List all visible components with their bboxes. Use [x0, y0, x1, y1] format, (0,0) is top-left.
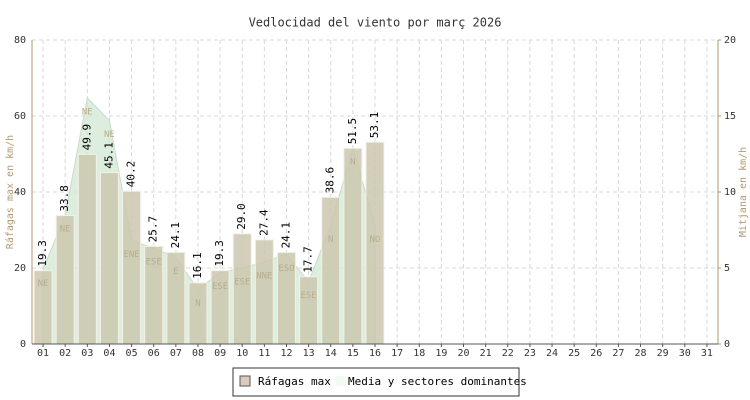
x-tick-label: 30: [679, 348, 691, 359]
x-tick-label: 26: [590, 348, 602, 359]
bar: [55, 215, 75, 345]
sector-label: ENE: [123, 250, 139, 260]
bar-value-label: 49.9: [80, 124, 93, 151]
bar-value-label: 33.8: [58, 185, 71, 212]
x-tick-label: 02: [59, 348, 71, 359]
x-tick-label: 14: [325, 348, 337, 359]
sector-label: NE: [60, 224, 71, 234]
bar: [188, 282, 208, 345]
x-tick-label: 17: [391, 348, 403, 359]
y2-tick-label: 20: [724, 35, 736, 46]
bar-value-label: 25.7: [147, 216, 160, 243]
bar-value-label: 38.6: [324, 167, 337, 194]
x-tick-label: 22: [502, 348, 514, 359]
bar: [321, 196, 341, 345]
bar-value-label: 27.4: [257, 209, 270, 236]
x-tick-label: 01: [37, 348, 49, 359]
x-tick-label: 15: [347, 348, 359, 359]
y-tick-label: 0: [20, 339, 26, 350]
sector-label: N: [328, 235, 333, 245]
x-tick-label: 10: [236, 348, 248, 359]
x-tick-label: 20: [457, 348, 469, 359]
x-tick-label: 05: [126, 348, 138, 359]
sector-label: E: [173, 267, 178, 277]
x-tick-label: 19: [435, 348, 447, 359]
sector-label: NNE: [256, 271, 272, 281]
x-tick-label: 11: [258, 348, 270, 359]
bar: [299, 276, 319, 345]
sector-label: ESO: [278, 264, 294, 274]
x-tick-label: 04: [103, 348, 115, 359]
x-tick-label: 21: [480, 348, 492, 359]
bar-value-label: 19.3: [36, 240, 49, 267]
y2-tick-label: 15: [724, 111, 736, 122]
y-axis-label: Ráfagas max en km/h: [4, 135, 16, 249]
x-tick-label: 03: [81, 348, 93, 359]
sector-label: NE: [38, 279, 49, 289]
x-tick-label: 31: [701, 348, 713, 359]
legend-swatch: [239, 375, 251, 387]
legend-label: Media y sectores dominantes: [348, 375, 527, 388]
x-tick-label: 27: [612, 348, 624, 359]
bar-value-label: 53.1: [368, 112, 381, 139]
chart-title: Vedlocidad del viento por març 2026: [249, 16, 502, 30]
bar-value-label: 24.1: [279, 222, 292, 249]
y2-tick-label: 5: [724, 263, 730, 274]
x-tick-label: 12: [280, 348, 292, 359]
x-tick-label: 13: [303, 348, 315, 359]
x-tick-label: 28: [635, 348, 647, 359]
y2-tick-label: 10: [724, 187, 736, 198]
x-tick-label: 16: [369, 348, 381, 359]
x-tick-label: 24: [546, 348, 558, 359]
bar-value-label: 29.0: [235, 203, 248, 230]
sector-label: NE: [82, 107, 93, 117]
sector-label: ESE: [300, 291, 316, 301]
bar-value-label: 51.5: [346, 118, 359, 145]
bar-value-label: 45.1: [102, 142, 115, 169]
sector-label: ESE: [146, 258, 162, 268]
sector-label: ESE: [212, 282, 228, 292]
x-tick-label: 29: [657, 348, 669, 359]
y-tick-label: 20: [14, 263, 26, 274]
x-tick-label: 25: [568, 348, 580, 359]
bar: [343, 147, 363, 345]
bar: [122, 190, 142, 345]
sector-label: N: [350, 157, 355, 167]
x-tick-label: 18: [413, 348, 425, 359]
x-tick-label: 07: [170, 348, 182, 359]
x-tick-label: 23: [524, 348, 536, 359]
y2-tick-label: 0: [724, 339, 730, 350]
sector-label: NE: [104, 130, 115, 140]
bar-value-label: 17.7: [302, 246, 315, 273]
legend-swatch: [336, 376, 346, 386]
sector-label: NO: [370, 235, 381, 245]
y-tick-label: 80: [14, 35, 26, 46]
y2-axis-label: Mitjana en km/h: [738, 147, 749, 237]
bar: [99, 172, 119, 345]
x-tick-label: 09: [214, 348, 226, 359]
x-tick-label: 06: [148, 348, 160, 359]
legend-box: [232, 367, 520, 397]
legend-label: Ráfagas max: [258, 375, 331, 388]
x-tick-label: 08: [192, 348, 204, 359]
bar: [77, 153, 97, 345]
bar: [232, 233, 252, 345]
y-tick-label: 60: [14, 111, 26, 122]
bar-value-label: 24.1: [169, 222, 182, 249]
y-tick-label: 40: [14, 187, 26, 198]
sector-label: ESE: [234, 278, 250, 288]
bar: [254, 239, 274, 345]
sector-label: N: [195, 299, 200, 309]
bar-value-label: 40.2: [125, 161, 138, 188]
bar-value-label: 19.3: [213, 240, 226, 267]
bar-value-label: 16.1: [191, 252, 204, 279]
